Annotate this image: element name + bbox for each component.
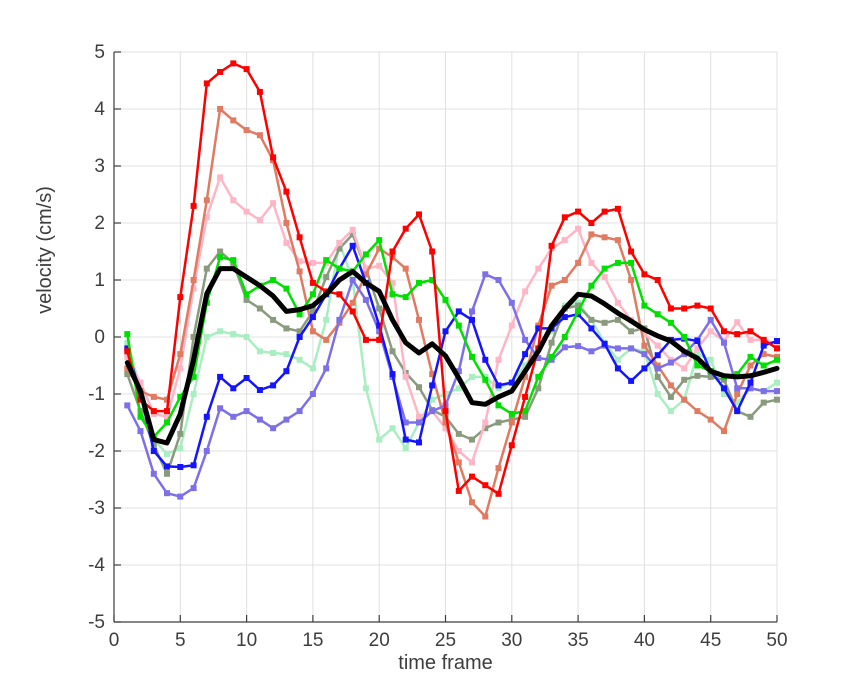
y-tick-label: 4 <box>94 99 105 120</box>
x-tick-label: 15 <box>302 630 323 651</box>
red-trial-line <box>124 60 780 497</box>
y-tick-label: 1 <box>94 270 105 291</box>
mean-black-line <box>124 266 780 446</box>
y-axis-label: velocity (cm/s) <box>34 186 56 314</box>
x-tick-label: 40 <box>634 630 655 651</box>
x-tick-label: 45 <box>700 630 721 651</box>
y-tick-label: 0 <box>94 327 105 348</box>
x-tick-label: 50 <box>766 630 787 651</box>
axes <box>113 51 778 623</box>
x-tick-label: 20 <box>369 630 390 651</box>
x-axis-label: time frame <box>398 652 493 674</box>
x-tick-label: 10 <box>236 630 257 651</box>
x-tick-label: 30 <box>501 630 522 651</box>
y-tick-label: 5 <box>94 42 105 63</box>
x-tick-label: 25 <box>435 630 456 651</box>
x-tick-label: 35 <box>568 630 589 651</box>
x-tick-label: 5 <box>175 630 186 651</box>
y-tick-label: -1 <box>88 384 105 405</box>
y-tick-label: 2 <box>94 213 105 234</box>
data-series <box>124 60 780 520</box>
y-tick-label: -4 <box>88 555 105 576</box>
y-tick-label: -3 <box>88 498 105 519</box>
gridlines <box>113 51 778 623</box>
dark-salmon-trial-line <box>124 106 780 520</box>
y-tick-label: -2 <box>88 441 105 462</box>
x-tick-label: 0 <box>109 630 120 651</box>
y-tick-label: 3 <box>94 156 105 177</box>
y-tick-label: -5 <box>88 612 105 633</box>
